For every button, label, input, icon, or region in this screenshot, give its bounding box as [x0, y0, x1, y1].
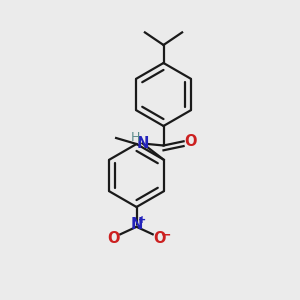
Text: N: N	[136, 136, 149, 151]
Text: N: N	[130, 217, 143, 232]
Text: H: H	[130, 131, 140, 145]
Text: +: +	[138, 214, 147, 225]
Text: O: O	[153, 231, 166, 246]
Text: −: −	[161, 229, 171, 242]
Text: O: O	[107, 231, 120, 246]
Text: O: O	[184, 134, 197, 149]
